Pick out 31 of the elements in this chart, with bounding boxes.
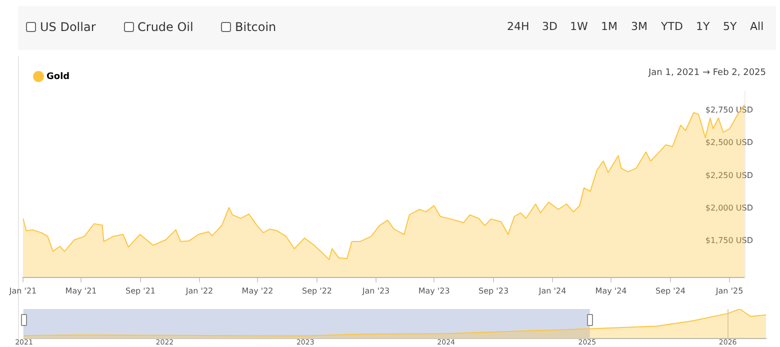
text: YTD [661,20,683,33]
text: 1M [601,20,618,33]
text: 1Y [696,20,710,33]
y-tick-label: $2,250 USD [705,170,753,180]
text: US Dollar [40,20,96,34]
x-tick-label: Jan '25 [714,286,744,296]
text: 1W [570,20,588,33]
x-tick-label: May '23 [418,286,450,296]
x-tick-label: Sep '24 [656,286,686,296]
text: All [750,20,764,33]
text: Jan 1, 2021 → Feb 2, 2025 [648,68,766,78]
x-tick-label: Sep '21 [126,286,156,296]
x-tick-label: Jan '22 [184,286,214,296]
text: 24H [507,20,530,33]
x-tick-label: Jan '21 [8,286,37,296]
y-tick-label: $2,500 USD [705,138,753,148]
x-tick-label: Sep '23 [478,286,509,296]
legend-label: Gold [46,72,70,82]
text: 3M [631,20,648,33]
x-tick-label: Jan '23 [361,286,390,296]
text: 3D [542,20,558,33]
text: 5Y [723,20,737,33]
y-tick-label: $2,000 USD [705,203,753,212]
x-tick-label: Jan '24 [538,286,566,296]
x-tick-label: May '22 [242,286,274,296]
x-tick-label: May '21 [65,286,97,296]
x-tick-label: May '24 [595,286,627,296]
y-tick-label: $1,750 USD [705,236,753,245]
text: Bitcoin [235,20,276,34]
text: Crude Oil [138,20,194,34]
x-tick-label: Sep '22 [302,286,332,296]
